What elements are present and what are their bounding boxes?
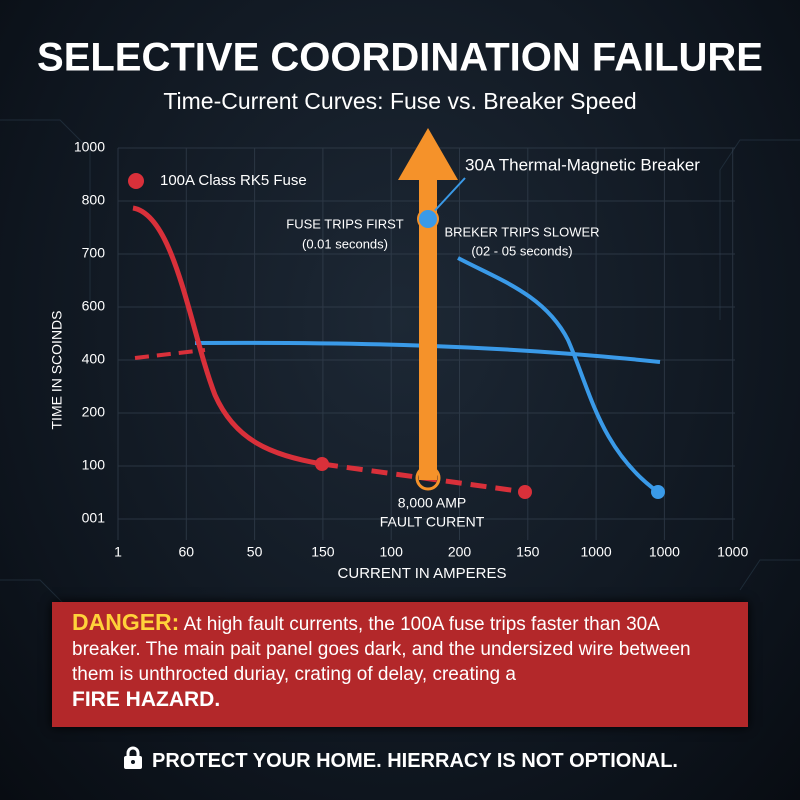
legend-marker	[128, 173, 144, 189]
lock-icon	[124, 746, 143, 769]
y-tick-label: 100	[82, 457, 106, 473]
y-tick-label: 1000	[74, 139, 105, 155]
fault-arrowhead	[398, 128, 458, 180]
footer-text: PROTECT YOUR HOME. HIERRACY IS NOT OPTIO…	[152, 750, 678, 772]
y-tick-label: 800	[82, 192, 106, 208]
legend-label: 30A Thermal-Magnetic Breaker	[465, 155, 700, 174]
y-tick-label: 001	[82, 510, 106, 526]
x-tick-label: 1000	[581, 544, 612, 560]
fuse-dashed	[134, 348, 206, 360]
x-axis-label: CURRENT IN AMPERES	[338, 565, 507, 582]
y-tick-label: 700	[82, 245, 106, 261]
breaker-curve	[457, 256, 660, 494]
annotation: (02 - 05 seconds)	[471, 243, 572, 258]
danger-label: DANGER:	[72, 609, 180, 635]
fault-arrow	[419, 175, 437, 480]
breaker-trip-point	[417, 208, 439, 230]
annotation: 8,000 AMP	[398, 495, 467, 511]
title: SELECTIVE COORDINATION FAILURE	[37, 36, 763, 80]
danger-text: At high fault currents, the 100A fuse tr…	[72, 614, 691, 685]
y-tick-label: 200	[82, 404, 106, 420]
breaker-point	[651, 485, 665, 499]
annotation: (0.01 seconds)	[302, 236, 388, 251]
y-tick-label: 600	[82, 298, 106, 314]
annotation: FUSE TRIPS FIRST	[286, 216, 404, 231]
x-tick-label: 150	[311, 544, 335, 560]
background-circuits	[0, 119, 800, 611]
y-axis-label: TIME IN SCOINDS	[49, 310, 65, 429]
danger-box: DANGER: At high fault currents, the 100A…	[52, 602, 748, 727]
x-tick-label: 60	[179, 544, 195, 560]
footer: PROTECT YOUR HOME. HIERRACY IS NOT OPTIO…	[0, 746, 800, 773]
x-tick-label: 1000	[717, 544, 748, 560]
annotation: BREKER TRIPS SLOWER	[444, 224, 599, 239]
subtitle: Time-Current Curves: Fuse vs. Breaker Sp…	[163, 88, 636, 114]
x-tick-label: 150	[516, 544, 540, 560]
x-tick-label: 200	[448, 544, 472, 560]
x-tick-label: 1000	[649, 544, 680, 560]
x-tick-label: 100	[380, 544, 404, 560]
x-tick-label: 50	[247, 544, 263, 560]
y-tick-label: 400	[82, 351, 106, 367]
danger-emphasis: FIRE HAZARD	[72, 688, 215, 711]
x-tick-label: 1	[114, 544, 122, 560]
fuse-point	[315, 457, 329, 471]
danger-end: .	[214, 688, 221, 711]
fault-marker	[415, 465, 441, 491]
fuse-point	[518, 485, 532, 499]
legend-label: 100A Class RK5 Fuse	[160, 172, 307, 189]
annotation: FAULT CURENT	[380, 514, 485, 530]
fuse-curve	[132, 205, 323, 467]
